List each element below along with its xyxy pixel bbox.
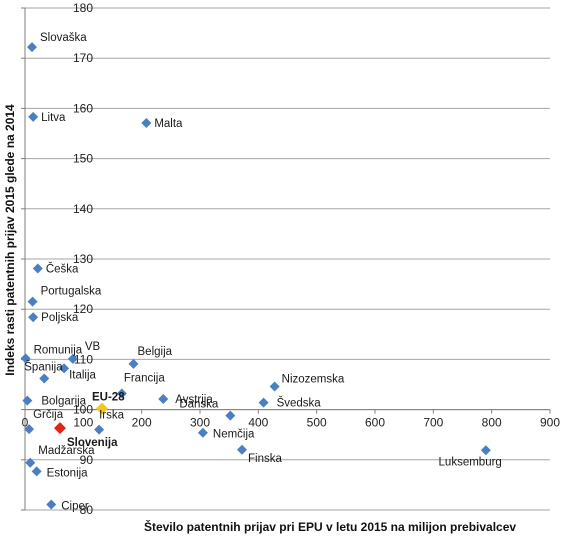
y-axis-title: Indeks rasti patentnih prijav 2015 glede… bbox=[3, 104, 17, 376]
data-point-ciper bbox=[46, 499, 57, 510]
data-point-estonija bbox=[31, 466, 42, 477]
data-point-eu-28 bbox=[96, 402, 108, 415]
x-tick-label-600: 600 bbox=[365, 416, 385, 430]
data-point--vedska bbox=[258, 397, 269, 408]
data-point--panija bbox=[39, 373, 50, 384]
data-point-malta bbox=[141, 117, 152, 128]
x-tick-label-100: 100 bbox=[73, 416, 93, 430]
y-tick-label-140: 140 bbox=[73, 202, 93, 216]
data-point-romunija bbox=[20, 353, 31, 364]
data-point-mad-arska bbox=[25, 457, 36, 468]
x-tick-label-300: 300 bbox=[190, 416, 210, 430]
point-label-slova-ka: Slovaška bbox=[40, 32, 87, 44]
point-label-estonija: Estonija bbox=[47, 467, 89, 479]
point-label--panija: Španija bbox=[24, 360, 63, 373]
x-tick-label-800: 800 bbox=[482, 416, 502, 430]
data-point-vb bbox=[67, 353, 78, 364]
y-tick-label-100: 100 bbox=[73, 403, 93, 417]
data-point-nizozemska bbox=[269, 381, 280, 392]
point-label-poljska: Poljska bbox=[41, 312, 79, 324]
point-label-francija: Francija bbox=[124, 373, 166, 385]
point-label-nizozemska: Nizozemska bbox=[282, 374, 345, 386]
y-tick-label-180: 180 bbox=[73, 1, 93, 15]
point-label-litva: Litva bbox=[41, 112, 66, 124]
data-point-luksemburg bbox=[480, 445, 491, 456]
data-point-litva bbox=[28, 111, 39, 122]
data-point-gr-ija bbox=[24, 424, 35, 435]
point-label-slovenija: Slovenija bbox=[67, 437, 118, 449]
data-point--e-ka bbox=[32, 263, 43, 274]
y-tick-label-110: 110 bbox=[74, 352, 93, 366]
point-label-ciper: Ciper bbox=[61, 500, 89, 512]
point-label-portugalska: Portugalska bbox=[41, 286, 102, 298]
y-tick-label-170: 170 bbox=[73, 51, 93, 65]
data-point-nem-ija bbox=[197, 427, 208, 438]
data-point-bolgarija bbox=[22, 395, 33, 406]
data-point-danska bbox=[225, 410, 236, 421]
point-label-eu-28: EU-28 bbox=[92, 392, 125, 404]
x-tick-label-900: 900 bbox=[540, 416, 560, 430]
point-label-malta: Malta bbox=[154, 118, 183, 130]
labels-layer: Slovaška Litva Malta Češka Portugalska Poljsk… bbox=[24, 32, 502, 512]
x-tick-label-0: 0 bbox=[22, 416, 29, 430]
data-point-slova-ka bbox=[27, 42, 37, 53]
data-point-avstrija bbox=[158, 394, 169, 405]
axis-layer: 0 100 200 300 400 500 600 700 800 900 80 90 100 110 12… bbox=[21, 1, 560, 517]
point-label-belgija: Belgija bbox=[138, 346, 173, 358]
data-point-slovenija bbox=[54, 422, 66, 435]
data-point-poljska bbox=[28, 312, 39, 323]
point-label-italija: Italija bbox=[69, 369, 96, 381]
y-tick-label-150: 150 bbox=[73, 152, 93, 166]
point-label-nem-ija: Nemčija bbox=[213, 429, 255, 441]
x-tick-label-200: 200 bbox=[132, 416, 152, 430]
point-label-gr-ija: Grčija bbox=[33, 409, 64, 421]
x-tick-label-500: 500 bbox=[307, 416, 327, 430]
y-tick-label-90: 90 bbox=[80, 453, 94, 467]
point-label-finska: Finska bbox=[248, 453, 282, 465]
point-label-irska: Irska bbox=[99, 410, 125, 422]
grid-layer bbox=[25, 7, 550, 511]
data-point-italija bbox=[59, 363, 70, 374]
data-point-francija bbox=[116, 388, 127, 399]
y-tick-label-80: 80 bbox=[80, 503, 94, 517]
data-point-irska bbox=[94, 424, 105, 435]
point-label-luksemburg: Luksemburg bbox=[439, 456, 502, 468]
y-tick-label-120: 120 bbox=[73, 302, 93, 316]
point-label--e-ka: Češka bbox=[46, 263, 79, 276]
point-label-danska: Danska bbox=[179, 399, 219, 411]
x-tick-label-700: 700 bbox=[423, 416, 443, 430]
point-label-bolgarija: Bolgarija bbox=[41, 396, 86, 408]
point-label-mad-arska: Madžarska bbox=[38, 445, 95, 457]
y-tick-label-130: 130 bbox=[73, 252, 93, 266]
point-label-vb: VB bbox=[85, 341, 101, 353]
data-point-portugalska bbox=[27, 296, 38, 307]
points-layer bbox=[20, 42, 491, 510]
x-tick-label-400: 400 bbox=[248, 416, 268, 430]
point-label-romunija: Romunija bbox=[34, 344, 83, 356]
point-label-avstrija: Avstrija bbox=[175, 394, 213, 406]
x-axis-title: Število patentnih prijav pri EPU v letu … bbox=[144, 519, 516, 534]
data-point-finska bbox=[237, 444, 247, 455]
point-label--vedska: Švedska bbox=[277, 397, 322, 410]
y-tick-label-160: 160 bbox=[73, 101, 93, 115]
data-point-belgija bbox=[128, 358, 139, 369]
